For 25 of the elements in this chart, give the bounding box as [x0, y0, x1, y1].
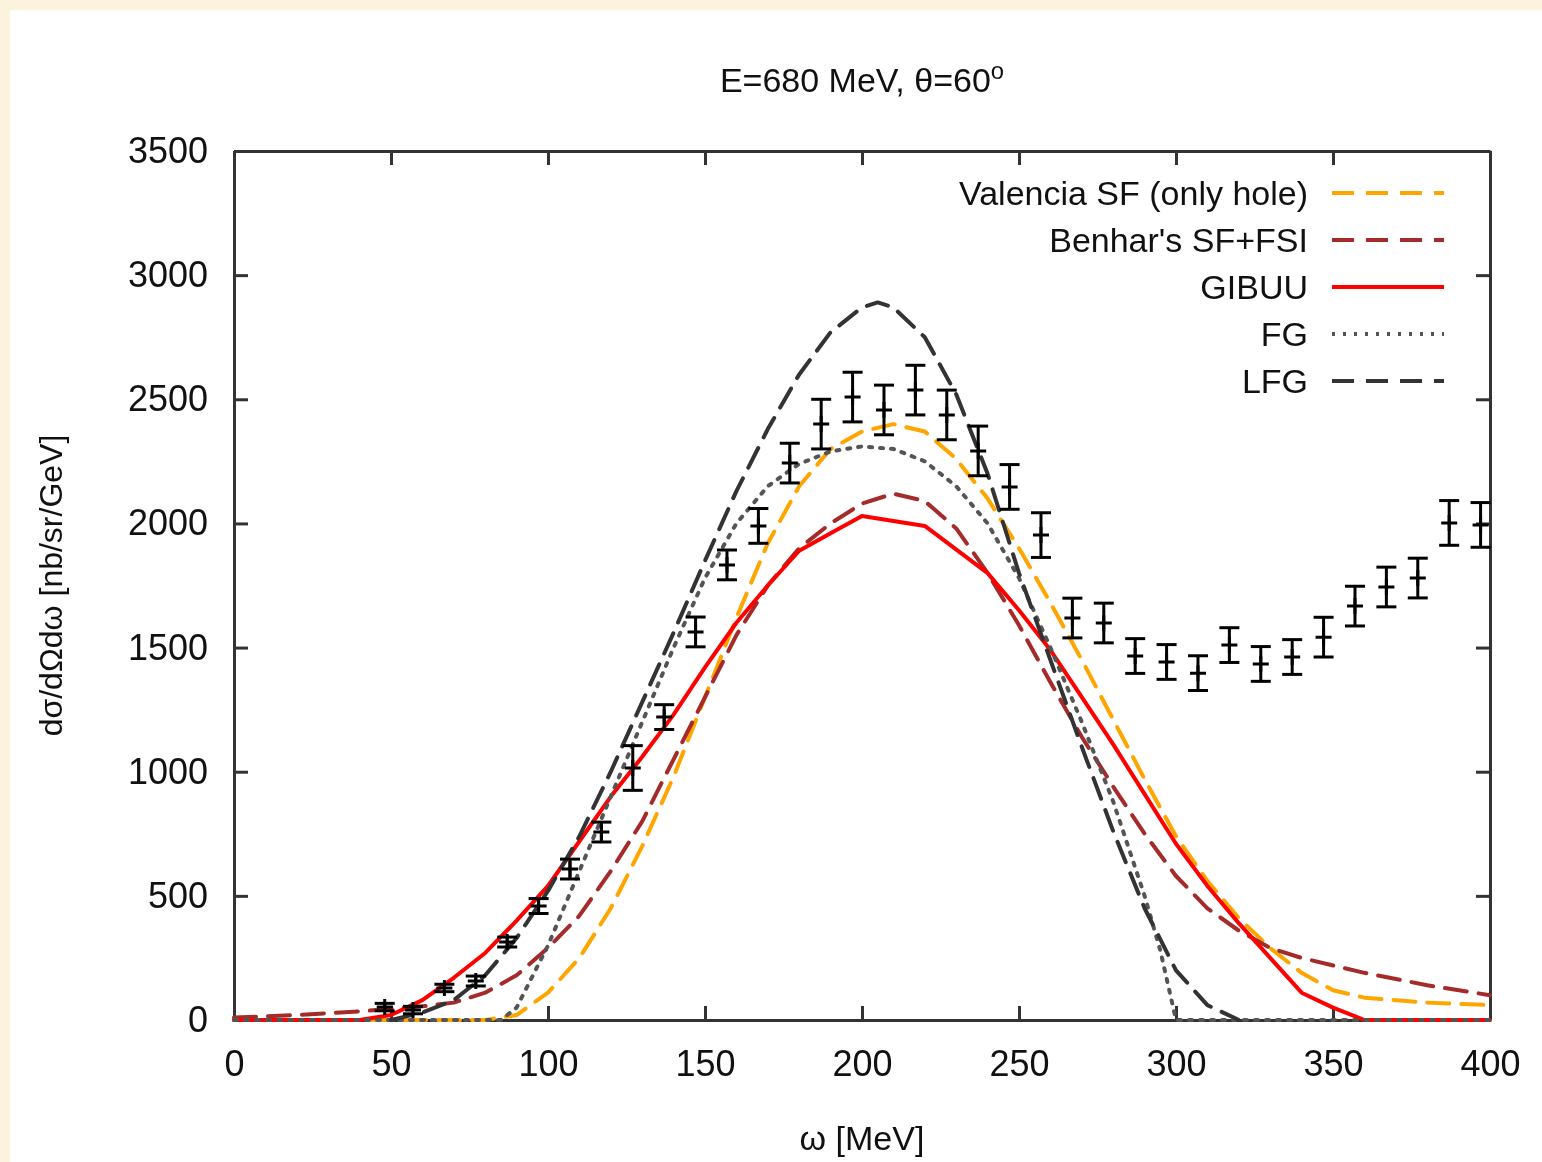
- y-tick-label: 1000: [127, 750, 208, 792]
- x-tick-label: 150: [675, 1042, 736, 1084]
- y-tick-label: 3000: [127, 254, 208, 296]
- legend-label: Benhar's SF+FSI: [1049, 220, 1308, 259]
- legend-label: FG: [1260, 314, 1308, 353]
- x-tick-label: 100: [518, 1042, 579, 1084]
- y-tick-label: 1500: [127, 626, 208, 668]
- y-tick-label: 3500: [127, 130, 208, 172]
- chart-title: E=680 MeV, θ=60$^{o}$: [719, 56, 1005, 99]
- y-tick-label: 500: [147, 874, 208, 916]
- x-tick-label: 400: [1460, 1042, 1521, 1084]
- legend-label: GIBUU: [1200, 267, 1308, 306]
- x-tick-label: 50: [371, 1042, 412, 1084]
- y-tick-label: 2000: [127, 502, 208, 544]
- x-tick-label: 0: [224, 1042, 245, 1084]
- y-tick-label: 2500: [127, 378, 208, 420]
- x-axis-title: ω [MeV]: [799, 1119, 925, 1157]
- x-tick-label: 300: [1146, 1042, 1207, 1084]
- x-tick-label: 250: [989, 1042, 1050, 1084]
- y-axis-title: dσ/dΩdω [nb/sr/GeV]: [33, 434, 69, 737]
- legend-label: Valencia SF (only hole): [959, 173, 1308, 212]
- legend-label: LFG: [1241, 361, 1308, 400]
- x-tick-label: 200: [832, 1042, 893, 1084]
- x-tick-label: 350: [1303, 1042, 1364, 1084]
- y-tick-label: 0: [187, 999, 208, 1041]
